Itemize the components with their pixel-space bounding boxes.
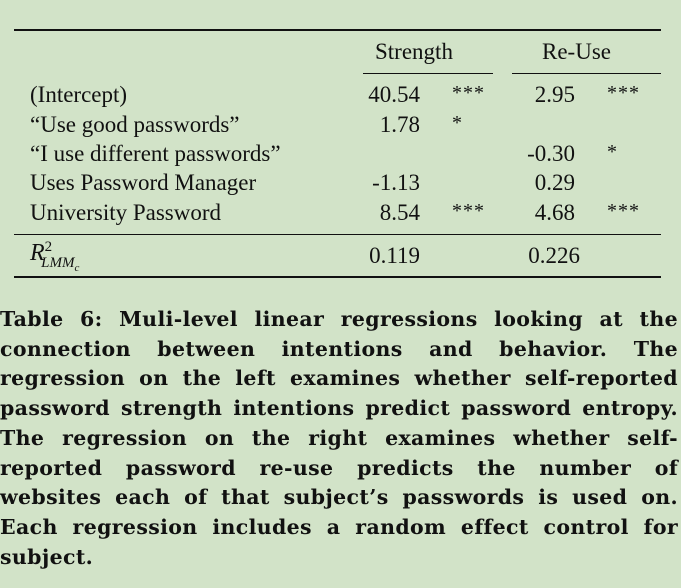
reuse-significance: *** xyxy=(607,82,640,104)
reuse-significance: *** xyxy=(607,200,640,222)
row-label-different-passwords: “I use different passwords” xyxy=(30,141,281,166)
r2-superscript: 2 xyxy=(44,239,53,255)
row-label-intercept: (Intercept) xyxy=(30,82,128,107)
row-label-university-password: University Password xyxy=(30,200,222,225)
header-strength: Strength xyxy=(375,39,453,64)
reuse-value: 2.95 xyxy=(534,82,575,107)
reuse-value: 4.68 xyxy=(534,200,575,225)
reuse-value: -0.30 xyxy=(527,141,575,166)
strength-significance: *** xyxy=(452,82,485,104)
r2-strength-value: 0.119 xyxy=(369,243,420,268)
mid-rule xyxy=(14,234,661,235)
row-label-use-good-passwords: “Use good passwords” xyxy=(30,112,240,137)
top-rule xyxy=(14,29,661,31)
r2-sub-subscript: c xyxy=(74,262,80,274)
strength-significance: * xyxy=(452,112,463,134)
strength-value: 8.54 xyxy=(379,200,420,225)
header-rule-strength xyxy=(363,73,493,74)
r2-symbol: R xyxy=(30,240,45,266)
r2-label: R2LMMc xyxy=(30,239,90,274)
r2-reuse-value: 0.226 xyxy=(528,243,580,268)
strength-value: -1.13 xyxy=(372,170,420,195)
strength-value: 40.54 xyxy=(368,82,420,107)
reuse-value: 0.29 xyxy=(534,170,575,195)
strength-significance: *** xyxy=(452,200,485,222)
r2-subscript: LMM xyxy=(41,255,75,271)
table-caption: Table 6: Muli-level linear regressions l… xyxy=(0,307,678,569)
strength-value: 1.78 xyxy=(379,112,420,137)
header-reuse: Re-Use xyxy=(542,39,611,64)
reuse-significance: * xyxy=(607,141,618,163)
header-rule-reuse xyxy=(512,73,661,74)
bottom-rule xyxy=(14,276,661,278)
row-label-password-manager: Uses Password Manager xyxy=(30,170,257,195)
